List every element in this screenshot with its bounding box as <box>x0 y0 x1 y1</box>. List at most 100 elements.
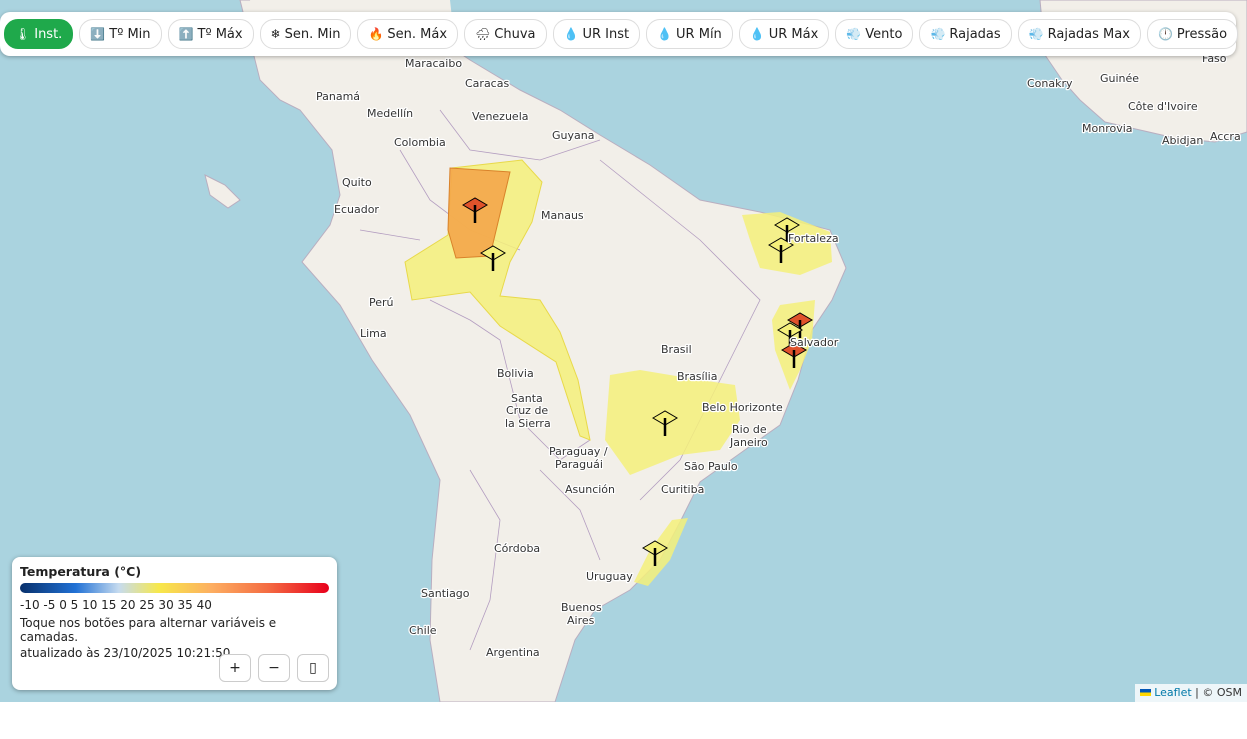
map-label: Guyana <box>552 129 594 142</box>
toolbar-button-label: Sen. Máx <box>387 26 448 42</box>
toolbar-button-sen-m-x[interactable]: 🔥 Sen. Máx <box>357 19 459 49</box>
map-label: Santiago <box>421 587 470 600</box>
map-label: Accra <box>1210 130 1241 143</box>
map-label: Conakry <box>1027 77 1073 90</box>
map-label: Medellín <box>367 107 413 120</box>
map-label: Buenos <box>561 601 602 614</box>
map-label: Ecuador <box>334 203 379 216</box>
map-label: la Sierra <box>505 417 551 430</box>
wind-icon: 💨 <box>930 27 946 41</box>
toolbar-button-sen-min[interactable]: ❄ Sen. Min <box>259 19 352 49</box>
droplet-icon: 💧 <box>563 27 579 41</box>
alert-orange-amazon <box>447 167 511 259</box>
toolbar-button-label: Inst. <box>34 26 63 42</box>
map-label: São Paulo <box>684 460 738 473</box>
alert-marker-red <box>462 197 488 223</box>
map-label: Córdoba <box>494 542 540 555</box>
map-label: Asunción <box>565 483 615 496</box>
toolbar-button-inst-[interactable]: 🌡 Inst. <box>4 19 74 49</box>
toolbar-button-t-min[interactable]: ⬇️ Tº Min <box>79 19 162 49</box>
alert-marker-red <box>781 342 807 368</box>
alert-markers[interactable] <box>462 197 813 566</box>
map-label: Brasília <box>677 370 717 383</box>
toolbar-button-label: UR Inst <box>582 26 630 42</box>
alert-marker-yellow <box>768 237 794 263</box>
droplet-icon: 💧 <box>749 27 765 41</box>
map-label: Salvador <box>790 336 839 349</box>
map-label: Uruguay <box>586 570 633 583</box>
toolbar-button-press-o[interactable]: 🕛 Pressão <box>1146 19 1239 49</box>
toolbar-button-rajadas-max[interactable]: 💨 Rajadas Max <box>1017 19 1141 49</box>
map-label: Colombia <box>394 136 446 149</box>
arrow-down-icon: ⬇️ <box>90 27 106 41</box>
map-label: Rio de <box>732 423 767 436</box>
updated-timestamp: atualizado às 23/10/2025 10:21:50 <box>20 646 231 660</box>
toolbar-button-ur-m-x[interactable]: 💧 UR Máx <box>738 19 830 49</box>
gauge-icon: 🕛 <box>1157 27 1173 41</box>
map-label: Paraguay / <box>549 445 608 458</box>
map-label: Abidjan <box>1162 134 1203 147</box>
alert-marker-yellow <box>480 245 506 271</box>
wind-icon: 💨 <box>846 27 862 41</box>
map-label: Santa <box>511 392 543 405</box>
map-label: Manaus <box>541 209 584 222</box>
attribution: Leaflet | © OSM <box>1134 684 1247 702</box>
zoom-in-button[interactable]: + <box>219 654 251 682</box>
legend-ticks: -10 -5 0 5 10 15 20 25 30 35 40 <box>20 598 212 612</box>
map-label: Argentina <box>486 646 540 659</box>
legend-hint: Toque nos botões para alternar variáveis… <box>20 616 277 644</box>
alert-marker-yellow <box>652 410 678 436</box>
toolbar-button-vento[interactable]: 💨 Vento <box>835 19 914 49</box>
map-label: Venezuela <box>472 110 529 123</box>
toolbar-button-chuva[interactable]: 🌧 Chuva <box>464 19 547 49</box>
droplet-icon: 💧 <box>657 27 673 41</box>
toolbar-button-ur-m-n[interactable]: 💧 UR Mín <box>646 19 733 49</box>
toolbar-button-label: Tº Min <box>109 26 151 42</box>
map-label: Monrovia <box>1082 122 1133 135</box>
toolbar-button-label: Tº Máx <box>197 26 243 42</box>
map-label: Cruz de <box>506 404 548 417</box>
toolbar-button-label: UR Máx <box>768 26 819 42</box>
map-label: Quito <box>342 176 372 189</box>
variable-toolbar: 🌡 Inst. ⬇️ Tº Min ⬆️ Tº Máx ❄ Sen. Min 🔥 Sen. Máx… <box>0 12 1239 56</box>
toolbar-button-label: UR Mín <box>676 26 722 42</box>
map-label: Maracaibo <box>405 57 462 70</box>
wind-icon: 💨 <box>1028 27 1044 41</box>
leaflet-link[interactable]: Leaflet <box>1154 686 1192 699</box>
map-label: Chile <box>409 624 437 637</box>
map-label: Janeiro <box>729 436 768 449</box>
alert-marker-yellow <box>642 540 668 566</box>
map-label: Bolivia <box>497 367 534 380</box>
zoom-out-button[interactable]: − <box>258 654 290 682</box>
map-label: Caracas <box>465 77 509 90</box>
map-label: Fortaleza <box>788 232 839 245</box>
toolbar-button-label: Chuva <box>494 26 536 42</box>
map-label: Curitiba <box>661 483 704 496</box>
toolbar-button-label: Rajadas <box>949 26 1001 42</box>
map-label: Côte d'Ivoire <box>1128 100 1198 113</box>
toolbar-button-ur-inst[interactable]: 💧 UR Inst <box>552 19 641 49</box>
map-label: Paraguái <box>555 458 603 471</box>
map-label: Brasil <box>661 343 692 356</box>
map-label: Guinée <box>1100 72 1139 85</box>
fire-icon: 🔥 <box>368 27 384 41</box>
map-label: Aires <box>567 614 595 627</box>
land-galapagos <box>204 174 241 209</box>
toolbar-button-t-m-x[interactable]: ⬆️ Tº Máx <box>167 19 254 49</box>
map-label: Perú <box>369 296 394 309</box>
toolbar-button-label: Rajadas Max <box>1047 26 1130 42</box>
arrow-up-icon: ⬆️ <box>178 27 194 41</box>
legend-panel: Temperatura (°C) -10 -5 0 5 10 15 20 25 … <box>12 557 337 690</box>
toolbar-button-label: Pressão <box>1176 26 1228 42</box>
rain-cloud-icon: 🌧 <box>475 27 491 41</box>
alert-yellow-se <box>605 370 740 475</box>
toolbar-button-label: Sen. Min <box>284 26 341 42</box>
alert-marker-yellow <box>774 217 800 243</box>
osm-attribution: | © OSM <box>1195 686 1242 699</box>
legend-title: Temperatura (°C) <box>20 564 142 579</box>
toolbar-button-rajadas[interactable]: 💨 Rajadas <box>919 19 1012 49</box>
ukraine-flag-icon <box>1139 689 1151 696</box>
fullscreen-button[interactable]: ▯ <box>297 654 329 682</box>
map-label: Panamá <box>316 90 360 103</box>
